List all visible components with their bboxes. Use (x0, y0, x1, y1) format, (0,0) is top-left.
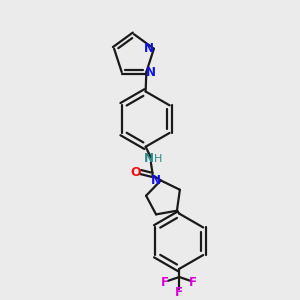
Text: N: N (151, 174, 160, 187)
Text: F: F (175, 286, 183, 298)
Text: F: F (161, 276, 169, 289)
Text: H: H (154, 154, 162, 164)
Text: N: N (144, 42, 154, 55)
Text: N: N (143, 152, 154, 166)
Text: O: O (130, 166, 141, 178)
Text: N: N (146, 66, 156, 79)
Text: F: F (189, 276, 197, 289)
